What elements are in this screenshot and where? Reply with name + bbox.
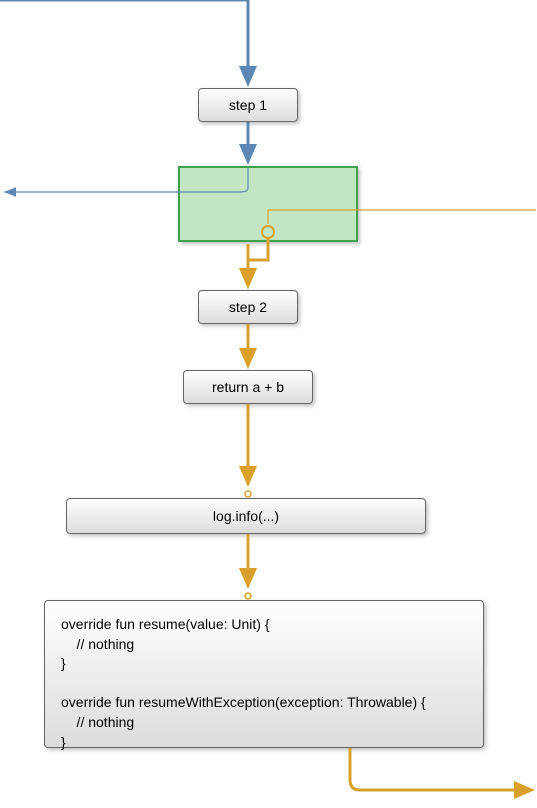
code-content: override fun resume(value: Unit) { // no… (61, 615, 426, 752)
green-node (178, 166, 358, 242)
step2-node: step 2 (198, 290, 298, 324)
edge-code-out (350, 748, 532, 790)
code-node: override fun resume(value: Unit) { // no… (44, 600, 484, 748)
step2-label: step 2 (229, 299, 267, 315)
log-label: log.info(...) (213, 508, 279, 524)
return-node: return a + b (183, 370, 313, 404)
step1-label: step 1 (229, 97, 267, 113)
return-label: return a + b (212, 379, 284, 395)
edge-green-step2 (248, 238, 268, 286)
step1-node: step 1 (198, 88, 298, 122)
log-node: log.info(...) (66, 498, 426, 534)
